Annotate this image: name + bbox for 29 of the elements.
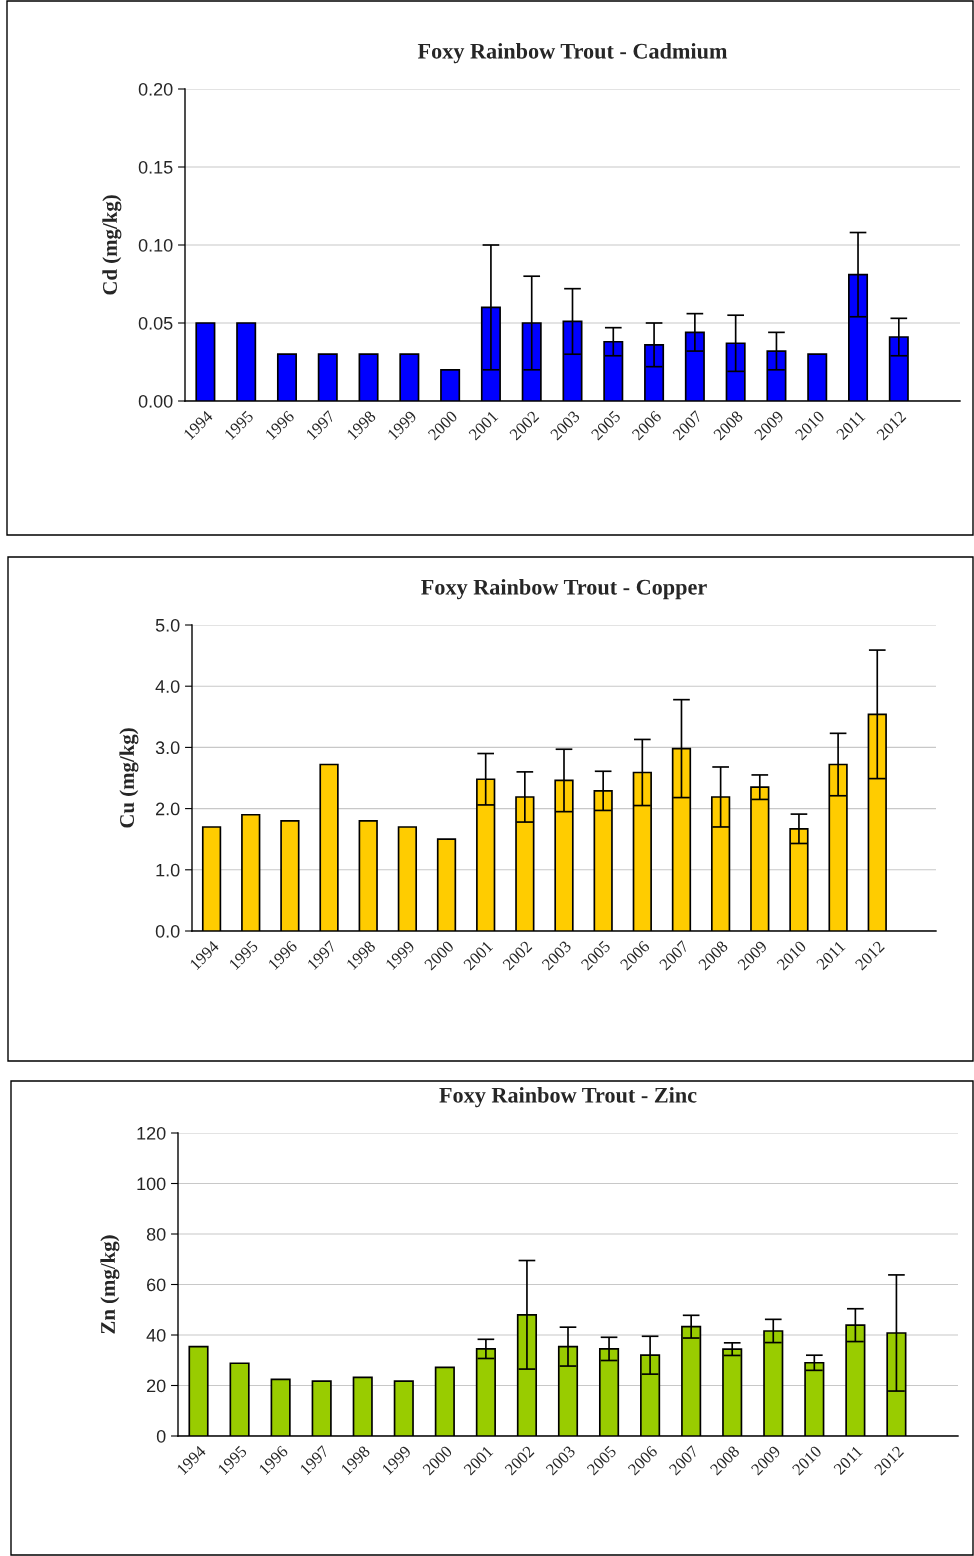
chart-title: Foxy Rainbow Trout - Zinc [439, 1087, 697, 1108]
x-tick-label: 2001 [463, 1445, 494, 1476]
y-tick-label: 60 [147, 1278, 166, 1292]
chart-title: Foxy Rainbow Trout - Cadmium [417, 43, 728, 64]
y-axis-title: Zn (mg/kg) [100, 1235, 120, 1334]
x-tick-label: 2011 [833, 1445, 863, 1476]
x-tick-label: 2011 [815, 940, 846, 971]
x-tick-label: 2011 [835, 410, 866, 441]
y-tick-label: 2.0 [156, 802, 180, 816]
y-tick-label: 0.20 [138, 82, 173, 96]
y-tick-label: 100 [137, 1177, 166, 1191]
y-tick-label: 0.0 [155, 924, 180, 938]
y-tick-label: 0.05 [138, 316, 173, 330]
y-tick-label: 20 [147, 1379, 166, 1393]
y-axis-title: Cd (mg/kg) [102, 195, 122, 295]
y-tick-label: 40 [146, 1328, 166, 1342]
y-tick-label: 0.10 [138, 238, 173, 252]
y-tick-label: 3.0 [155, 741, 180, 755]
y-tick-label: 0 [156, 1429, 166, 1443]
x-tick-label: 2001 [468, 410, 499, 441]
y-tick-label: 1.0 [156, 863, 180, 877]
y-tick-label: 120 [137, 1126, 166, 1140]
y-tick-label: 0.15 [138, 160, 173, 174]
y-tick-label: 4.0 [155, 680, 180, 693]
y-tick-label: 5.0 [155, 618, 180, 632]
chart-title: Foxy Rainbow Trout - Copper [421, 579, 707, 600]
y-tick-label: 0.00 [138, 394, 173, 408]
y-axis-title: Cu (mg/kg) [119, 728, 139, 828]
y-tick-label: 80 [146, 1227, 166, 1241]
